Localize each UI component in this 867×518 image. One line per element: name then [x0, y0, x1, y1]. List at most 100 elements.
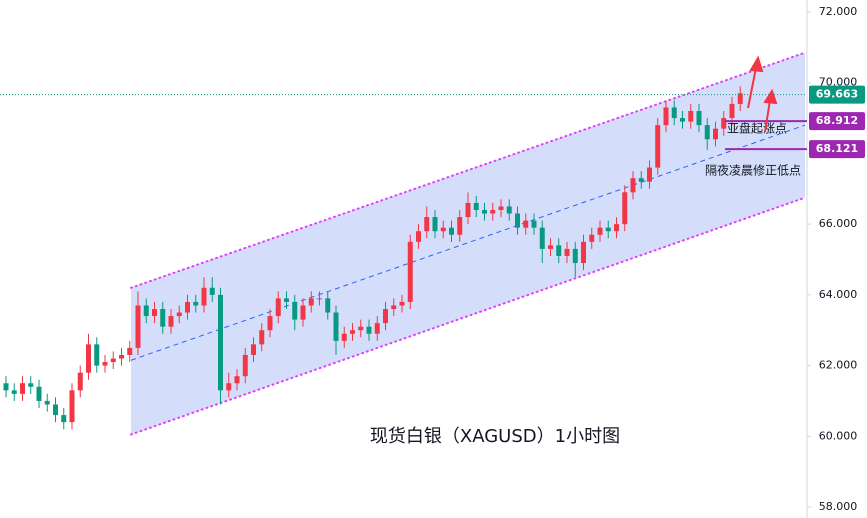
annotation: 亚盘起涨点	[727, 121, 787, 136]
candle-body	[77, 372, 83, 391]
candle-body	[449, 227, 454, 235]
candle-body	[721, 118, 727, 129]
candle-body	[275, 298, 281, 317]
candle-body	[531, 220, 537, 228]
y-tick-label: 60.000	[819, 429, 858, 442]
arrows	[747, 55, 778, 133]
candle-body	[407, 241, 413, 302]
candle-body	[647, 167, 652, 182]
candle-body	[680, 118, 685, 122]
candle-body	[234, 376, 240, 384]
candle-body	[218, 294, 223, 391]
plot-area	[3, 51, 806, 436]
candle-body	[94, 344, 100, 366]
candle-body	[399, 301, 405, 306]
candle-body	[383, 309, 388, 324]
candle-body	[548, 245, 553, 249]
candle-body	[605, 227, 611, 232]
annotation: 隔夜凌晨修正低点	[705, 163, 801, 178]
candle-body	[292, 301, 298, 320]
y-tick-label: 62.000	[819, 359, 858, 372]
candle-body	[317, 298, 322, 300]
candle-body	[572, 248, 578, 264]
candle-body	[704, 125, 710, 140]
candle-body	[440, 227, 446, 232]
candle-body	[416, 231, 421, 242]
candle-body	[597, 227, 603, 235]
candle-body	[350, 330, 355, 334]
candle-body	[515, 213, 520, 228]
candle-body	[300, 305, 306, 320]
candle-body	[663, 107, 669, 126]
arrow	[747, 67, 757, 109]
channel-mid	[130, 124, 806, 361]
candle-body	[473, 202, 479, 210]
candle-body	[341, 333, 347, 341]
candle-body	[61, 415, 67, 423]
candle-body	[176, 312, 182, 317]
candle-body	[3, 383, 9, 391]
channel-edge	[130, 51, 806, 289]
candle-body	[135, 305, 141, 348]
chart-title: 现货白银（XAGUSD）1小时图	[370, 426, 620, 447]
candle-body	[102, 362, 108, 366]
candle-body	[226, 383, 232, 391]
candle-body	[556, 245, 562, 256]
candle-body	[581, 241, 586, 264]
candle-body	[152, 309, 157, 317]
candle-body	[638, 178, 644, 182]
candle-body	[358, 326, 364, 331]
candle-body	[193, 301, 199, 306]
candle-body	[622, 192, 628, 225]
candle-body	[366, 326, 372, 334]
arrow-head	[763, 88, 778, 105]
candle-body	[44, 400, 50, 405]
candle-body	[630, 178, 636, 193]
candle-body	[457, 217, 463, 235]
candle-body	[86, 344, 91, 373]
level-tag	[809, 140, 865, 159]
candle-body	[424, 217, 430, 232]
candle-body	[201, 287, 207, 306]
candle-body	[391, 305, 397, 309]
candle-body	[589, 234, 595, 242]
candle-body	[325, 298, 331, 313]
candle-body	[688, 111, 694, 122]
candle-body	[160, 309, 166, 327]
candle-body	[267, 316, 273, 331]
candle-body	[119, 354, 124, 359]
candle-body	[713, 128, 718, 140]
y-tick-label: 64.000	[819, 288, 858, 301]
candle-body	[498, 206, 504, 210]
candle-body	[259, 330, 265, 345]
y-tick-label: 70.000	[819, 76, 858, 89]
candle-body	[374, 323, 380, 334]
candle-body	[242, 354, 248, 377]
arrow	[764, 99, 771, 133]
candle-body	[20, 383, 25, 394]
candle-body	[696, 111, 702, 126]
candle-body	[127, 347, 133, 355]
level-tag-label: 68.912	[816, 114, 858, 127]
candle-body	[143, 305, 149, 317]
price-tag	[809, 85, 865, 104]
arrow-head	[749, 55, 764, 73]
candle-body	[482, 210, 487, 214]
candle-body	[209, 287, 215, 295]
candle-body	[36, 386, 42, 401]
price-tag-label: 69.663	[816, 88, 858, 101]
level-tag-label: 68.121	[816, 142, 858, 155]
candle-body	[168, 316, 174, 327]
candle-body	[432, 217, 438, 232]
candle-body	[110, 358, 116, 363]
candle-body	[465, 202, 471, 218]
candle-body	[655, 125, 661, 168]
candle-body	[53, 404, 58, 416]
candle-body	[69, 390, 75, 423]
candle-body	[671, 107, 677, 119]
candle-body	[333, 312, 339, 341]
candle-body	[28, 383, 34, 387]
candle-body	[729, 103, 735, 119]
